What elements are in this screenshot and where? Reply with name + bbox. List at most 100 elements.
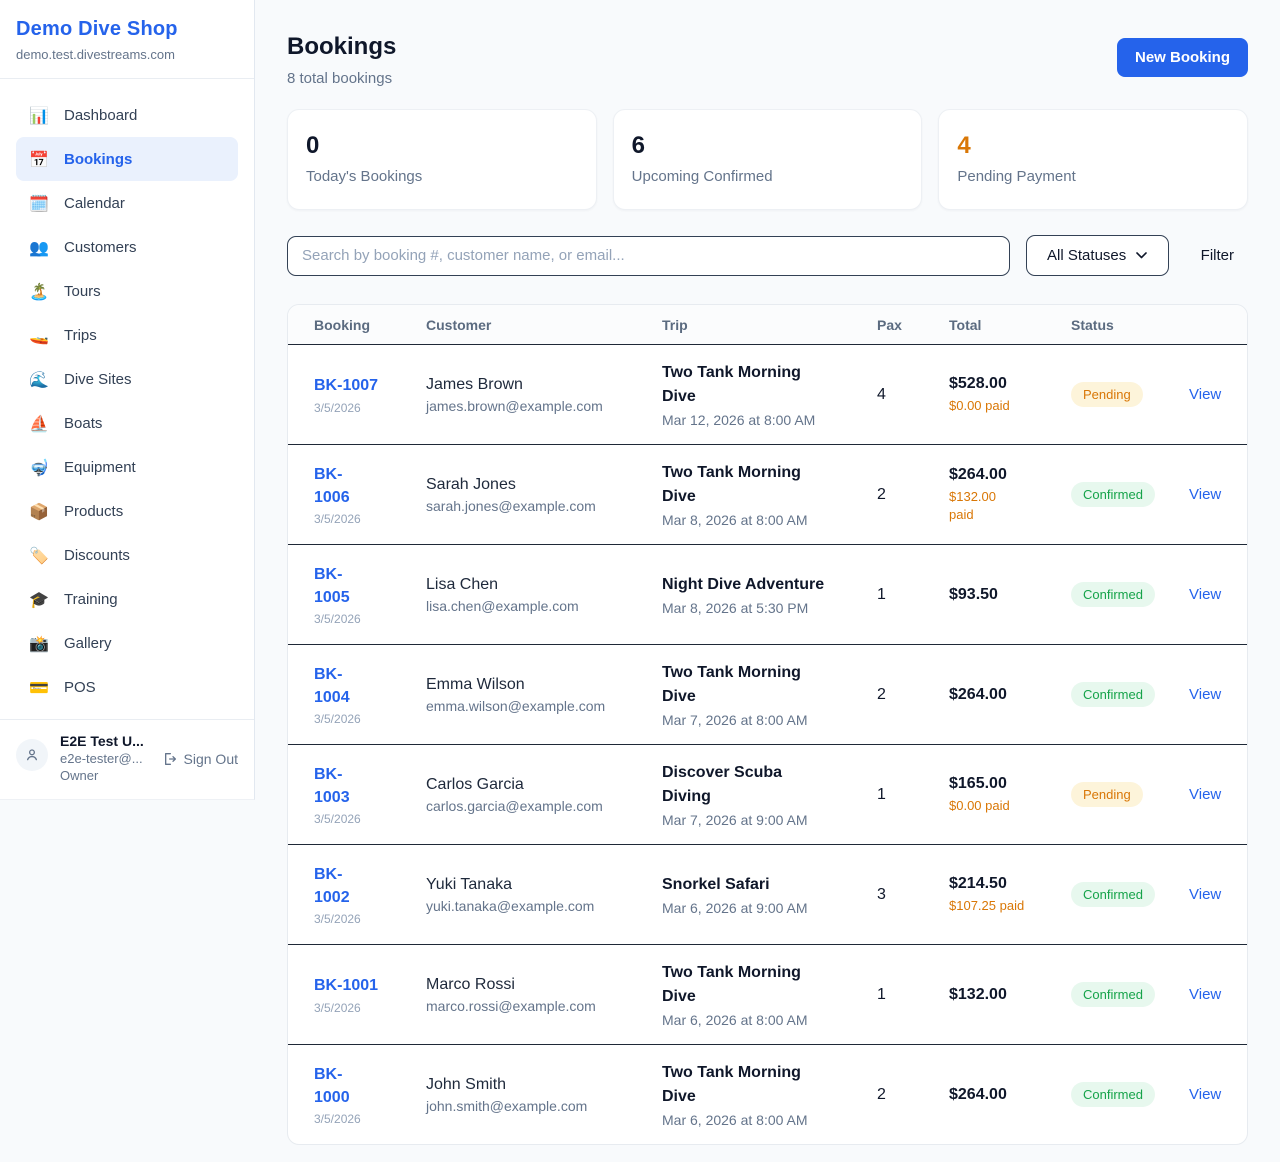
wave-icon: 🌊 (29, 369, 49, 389)
shop-name: Demo Dive Shop (16, 18, 178, 40)
booking-date: 3/5/2026 (314, 912, 361, 927)
label-tag-icon: 🏷️ (29, 545, 49, 565)
total-amount: $132.00 (949, 985, 1007, 1003)
sidebar-item-label: Equipment (64, 458, 136, 476)
pax-count: 2 (877, 485, 886, 503)
table-row: BK- 1006 3/5/2026 Sarah Jones sarah.jone… (288, 444, 1247, 544)
trip-date: Mar 6, 2026 at 9:00 AM (662, 900, 808, 916)
booking-date: 3/5/2026 (314, 812, 361, 827)
calendar-icon: 📅 (29, 149, 49, 169)
sidebar-item-boats[interactable]: ⛵ Boats (16, 401, 238, 445)
shop-header: Demo Dive Shop demo.test.divestreams.com (0, 0, 254, 79)
sidebar-item-equipment[interactable]: 🤿 Equipment (16, 445, 238, 489)
trip-date: Mar 7, 2026 at 9:00 AM (662, 812, 808, 828)
trip-name: Two Tank Morning Dive (662, 964, 801, 1005)
table-row: BK- 1000 3/5/2026 John Smith john.smith@… (288, 1044, 1247, 1144)
view-link[interactable]: View (1189, 685, 1222, 703)
pax-count: 1 (877, 585, 886, 603)
stat-label: Upcoming Confirmed (631, 168, 773, 185)
trip-date: Mar 8, 2026 at 8:00 AM (662, 512, 808, 528)
sidebar-item-gallery[interactable]: 📸 Gallery (16, 621, 238, 665)
customer-name: Yuki Tanaka (426, 875, 512, 893)
sign-out-label: Sign Out (183, 751, 238, 767)
page-subtitle: 8 total bookings (287, 70, 393, 87)
trip-name: Two Tank Morning Dive (662, 1064, 801, 1105)
sidebar-item-pos[interactable]: 💳 POS (16, 665, 238, 709)
sidebar-item-label: Boats (64, 414, 103, 432)
total-amount: $214.50 (949, 874, 1007, 892)
sailboat-icon: ⛵ (29, 413, 49, 433)
view-link[interactable]: View (1189, 385, 1222, 403)
customer-name: Marco Rossi (426, 975, 515, 993)
user-email: e2e-tester@... (60, 751, 143, 766)
status-select-value: All Statuses (1047, 247, 1127, 264)
page-header: Bookings 8 total bookings New Booking (287, 33, 1248, 87)
new-booking-button[interactable]: New Booking (1116, 38, 1248, 77)
sidebar-item-dashboard[interactable]: 📊 Dashboard (16, 93, 238, 137)
sidebar-item-discounts[interactable]: 🏷️ Discounts (16, 533, 238, 577)
paid-amount: $0.00 paid (949, 797, 1010, 813)
stat-label: Pending Payment (957, 168, 1076, 185)
filter-button[interactable]: Filter (1200, 247, 1234, 264)
pax-count: 1 (877, 985, 886, 1003)
status-badge: Pending (1071, 382, 1143, 407)
paid-amount: $107.25 paid (949, 897, 1025, 913)
status-badge: Confirmed (1071, 1082, 1155, 1107)
user-name: E2E Test U... (60, 733, 144, 749)
sidebar-item-calendar[interactable]: 🗓️ Calendar (16, 181, 238, 225)
sidebar-item-tours[interactable]: 🏝️ Tours (16, 269, 238, 313)
graduation-cap-icon: 🎓 (29, 589, 49, 609)
customer-name: Lisa Chen (426, 575, 499, 593)
customer-email: emma.wilson@example.com (426, 697, 606, 714)
table-row: BK- 1002 3/5/2026 Yuki Tanaka yuki.tanak… (288, 844, 1247, 944)
sidebar-item-training[interactable]: 🎓 Training (16, 577, 238, 621)
total-amount: $93.50 (949, 585, 998, 603)
status-badge: Pending (1071, 782, 1143, 807)
view-link[interactable]: View (1189, 485, 1222, 503)
table-row: BK- 1004 3/5/2026 Emma Wilson emma.wilso… (288, 644, 1247, 744)
search-input[interactable] (287, 235, 1010, 276)
sidebar-item-products[interactable]: 📦 Products (16, 489, 238, 533)
sidebar-item-label: Dive Sites (64, 370, 132, 388)
trip-name: Night Dive Adventure (662, 576, 825, 593)
customer-name: John Smith (426, 1075, 507, 1093)
sidebar-item-dive-sites[interactable]: 🌊 Dive Sites (16, 357, 238, 401)
trip-name: Discover Scuba Diving (662, 764, 783, 805)
sidebar-item-customers[interactable]: 👥 Customers (16, 225, 238, 269)
credit-card-icon: 💳 (29, 677, 49, 697)
total-amount: $165.00 (949, 774, 1007, 792)
sidebar-item-label: Training (64, 590, 118, 608)
customer-email: james.brown@example.com (426, 397, 603, 414)
island-icon: 🏝️ (29, 281, 49, 301)
view-link[interactable]: View (1189, 985, 1222, 1003)
camera-icon: 📸 (29, 633, 49, 653)
booking-id-link[interactable]: BK- 1004 (314, 665, 350, 706)
booking-id-link[interactable]: BK- 1000 (314, 1065, 350, 1106)
view-link[interactable]: View (1189, 1085, 1222, 1103)
stat-card-upcoming-confirmed: 6 Upcoming Confirmed (612, 109, 923, 210)
trip-date: Mar 7, 2026 at 8:00 AM (662, 712, 808, 728)
sidebar: Demo Dive Shop demo.test.divestreams.com… (0, 0, 255, 800)
booking-date: 3/5/2026 (314, 400, 361, 415)
sidebar-nav: 📊 Dashboard 📅 Bookings 🗓️ Calendar 👥 Cus… (0, 79, 254, 719)
sidebar-item-trips[interactable]: 🚤 Trips (16, 313, 238, 357)
booking-id-link[interactable]: BK- 1005 (314, 565, 350, 606)
sign-out-button[interactable]: Sign Out (161, 751, 238, 767)
booking-id-link[interactable]: BK- 1003 (314, 765, 350, 806)
sidebar-item-bookings[interactable]: 📅 Bookings (16, 137, 238, 181)
booking-id-link[interactable]: BK- 1002 (314, 865, 350, 906)
view-link[interactable]: View (1189, 885, 1222, 903)
booking-id-link[interactable]: BK- 1006 (314, 465, 350, 506)
sign-out-icon (164, 753, 176, 765)
view-link[interactable]: View (1189, 585, 1222, 603)
paid-amount: $0.00 paid (949, 397, 1010, 413)
stat-value: 6 (631, 132, 646, 159)
people-icon: 👥 (29, 237, 49, 257)
total-amount: $264.00 (949, 1085, 1007, 1103)
view-link[interactable]: View (1189, 785, 1222, 803)
booking-id-link[interactable]: BK-1007 (314, 377, 379, 395)
status-select[interactable]: All Statuses (1025, 235, 1169, 276)
booking-id-link[interactable]: BK-1001 (314, 977, 379, 995)
customer-name: Sarah Jones (426, 475, 516, 493)
sidebar-item-label: Tours (64, 282, 101, 300)
